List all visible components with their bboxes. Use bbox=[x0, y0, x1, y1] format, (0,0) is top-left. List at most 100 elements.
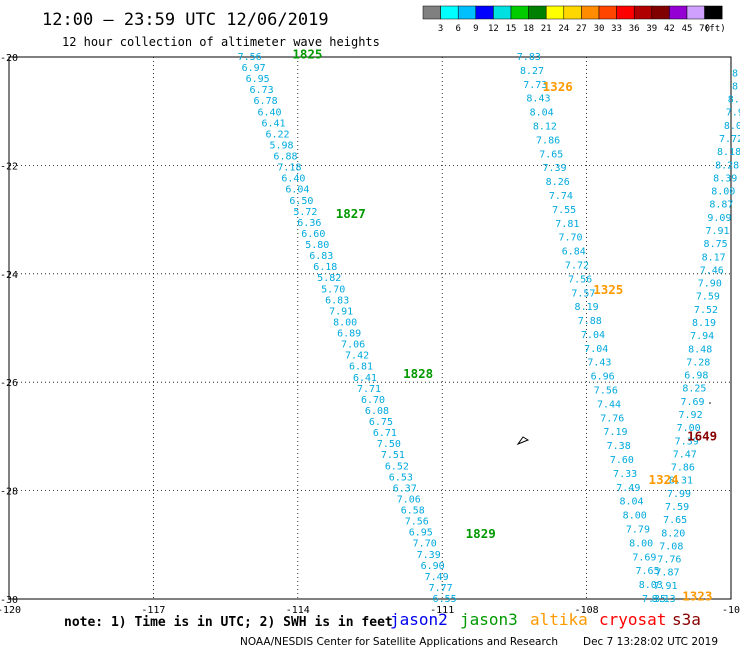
colorbar-swatch bbox=[651, 5, 670, 20]
swh-observation: 7.59 bbox=[696, 292, 720, 303]
colorbar-label: 24 bbox=[558, 24, 569, 34]
colorbar-label: 45 bbox=[682, 24, 693, 34]
colorbar-label: 6 bbox=[455, 24, 460, 34]
swh-observation: 7.69 bbox=[632, 552, 656, 563]
colorbar-swatch bbox=[422, 5, 441, 20]
grid-lines bbox=[9, 57, 731, 599]
colorbar-label: 70 bbox=[699, 24, 710, 34]
swh-observation: 8.12 bbox=[533, 121, 557, 132]
colorbar-label: 30 bbox=[594, 24, 605, 34]
swh-observation: 6.95 bbox=[246, 74, 270, 85]
swh-observation: 8.31 bbox=[669, 476, 693, 487]
swh-observation: 6.36 bbox=[297, 218, 321, 229]
swh-observation: 7.44 bbox=[597, 399, 621, 410]
swh-observation: 7.99 bbox=[667, 489, 691, 500]
swh-observation: 7.56 bbox=[568, 274, 592, 285]
swh-observation: 8.43 bbox=[526, 94, 550, 105]
swh-observation: 7.55 bbox=[552, 205, 576, 216]
swh-observation: 7.00 bbox=[677, 423, 701, 434]
swh-observation: 7.06 bbox=[341, 340, 365, 351]
swh-observation: 8.00 bbox=[623, 511, 647, 522]
swh-observation: 6.84 bbox=[562, 247, 586, 258]
swh-observation: 6.81 bbox=[349, 362, 373, 373]
swh-observation: 7.92 bbox=[679, 410, 703, 421]
swh-observation: 7.57 bbox=[571, 288, 595, 299]
colorbar-label: 15 bbox=[506, 24, 517, 34]
swh-observation: 7.69 bbox=[680, 397, 704, 408]
swh-observation: 7.39 bbox=[675, 436, 699, 447]
pass-label: 1828 bbox=[403, 366, 433, 381]
swh-observation: 7.28 bbox=[686, 357, 710, 368]
swh-observation: 8.28 bbox=[715, 160, 739, 171]
swh-observation: 7.39 bbox=[542, 163, 566, 174]
swh-observation: 8.00 bbox=[333, 317, 357, 328]
swh-observation: 8.48 bbox=[688, 344, 712, 355]
colorbar-swatch bbox=[510, 5, 529, 20]
plot-frame bbox=[8, 56, 732, 600]
generated-timestamp: Dec 7 13:28:02 UTC 2019 bbox=[583, 636, 718, 648]
swh-observation: 7.70 bbox=[413, 539, 437, 550]
swh-observation: 7.56 bbox=[594, 386, 618, 397]
chart-title: 12:00 — 23:59 UTC 12/06/2019 bbox=[42, 10, 329, 30]
satellite-tracks: 7.566.976.956.736.786.406.416.225.986.88… bbox=[238, 52, 740, 605]
swh-observation: 6.41 bbox=[261, 118, 285, 129]
swh-observation: 7.38 bbox=[607, 441, 631, 452]
swh-observation: 7.60 bbox=[610, 455, 634, 466]
swh-observation: 8.17 bbox=[702, 252, 726, 263]
swh-observation: 7.04 bbox=[581, 330, 605, 341]
axis-ticks: -120 -117 -114 -111 -108 -10 -20 -22 -24 -26 -28 -3… bbox=[0, 53, 740, 616]
pass-label: 1827 bbox=[336, 206, 366, 221]
swh-observation: 5.80 bbox=[305, 240, 329, 251]
swh-observation: 7.08 bbox=[659, 541, 683, 552]
y-tick-label: -28 bbox=[0, 487, 18, 498]
swh-observation: 6.41 bbox=[353, 373, 377, 384]
colorbar-swatch bbox=[669, 5, 688, 20]
satellite-name: s3a bbox=[672, 610, 701, 629]
y-tick-label: -22 bbox=[0, 161, 18, 172]
swh-observation: 8.13 bbox=[652, 594, 676, 605]
swh-observation: 8. bbox=[732, 68, 740, 79]
swh-observation: 7.71 bbox=[357, 384, 381, 395]
colorbar-unit: (ft) bbox=[704, 24, 726, 34]
swh-observation: 8.39 bbox=[713, 173, 737, 184]
pass-label: 1649 bbox=[687, 428, 717, 443]
swh-observation: 7.47 bbox=[673, 449, 697, 460]
swh-observation: 6.75 bbox=[369, 417, 393, 428]
swh-observation: 6.52 bbox=[385, 461, 409, 472]
swh-observation: 7.76 bbox=[657, 555, 681, 566]
swh-observation: 7.72 bbox=[565, 260, 589, 271]
swh-observation: 7.06 bbox=[397, 494, 421, 505]
swh-observation: 6.18 bbox=[313, 262, 337, 273]
colorbar-label: 36 bbox=[629, 24, 640, 34]
colorbar-label: 9 bbox=[473, 24, 478, 34]
swh-observation: 6.08 bbox=[365, 406, 389, 417]
y-tick-label: -20 bbox=[0, 53, 18, 64]
swh-observation: 6.98 bbox=[684, 371, 708, 382]
swh-observation: 8.25 bbox=[682, 384, 706, 395]
swh-observation: 7.81 bbox=[555, 219, 579, 230]
swh-observation: 7.70 bbox=[559, 233, 583, 244]
swh-observation: 7.94 bbox=[690, 331, 714, 342]
swh-observation: 9.09 bbox=[707, 213, 731, 224]
swh-observation: 6.40 bbox=[281, 174, 305, 185]
x-tick-label: -10 bbox=[722, 605, 740, 616]
swh-observation: 6.37 bbox=[393, 483, 417, 494]
swh-observation: 6.70 bbox=[361, 395, 385, 406]
pass-label: 1829 bbox=[466, 526, 496, 541]
island-outline bbox=[516, 436, 530, 446]
swh-observation: 7.91 bbox=[329, 306, 353, 317]
colorbar-swatch bbox=[563, 5, 582, 20]
swh-observation: 7.91 bbox=[653, 581, 677, 592]
swh-observation: 6.22 bbox=[265, 129, 289, 140]
pass-labels: 1825 1827 1828 1829 1326 1325 1324 1323 1649 bbox=[292, 46, 717, 603]
colorbar-label: 42 bbox=[664, 24, 675, 34]
colorbar-label: 39 bbox=[646, 24, 657, 34]
colorbar-label: 18 bbox=[523, 24, 534, 34]
swh-observation: 7.04 bbox=[584, 344, 608, 355]
swh-observation: 6.60 bbox=[301, 229, 325, 240]
satellite-name: altika bbox=[530, 610, 588, 629]
island-dot bbox=[709, 402, 711, 404]
swh-observation: 8.03 bbox=[639, 580, 663, 591]
x-tick-label: -120 bbox=[0, 605, 21, 616]
